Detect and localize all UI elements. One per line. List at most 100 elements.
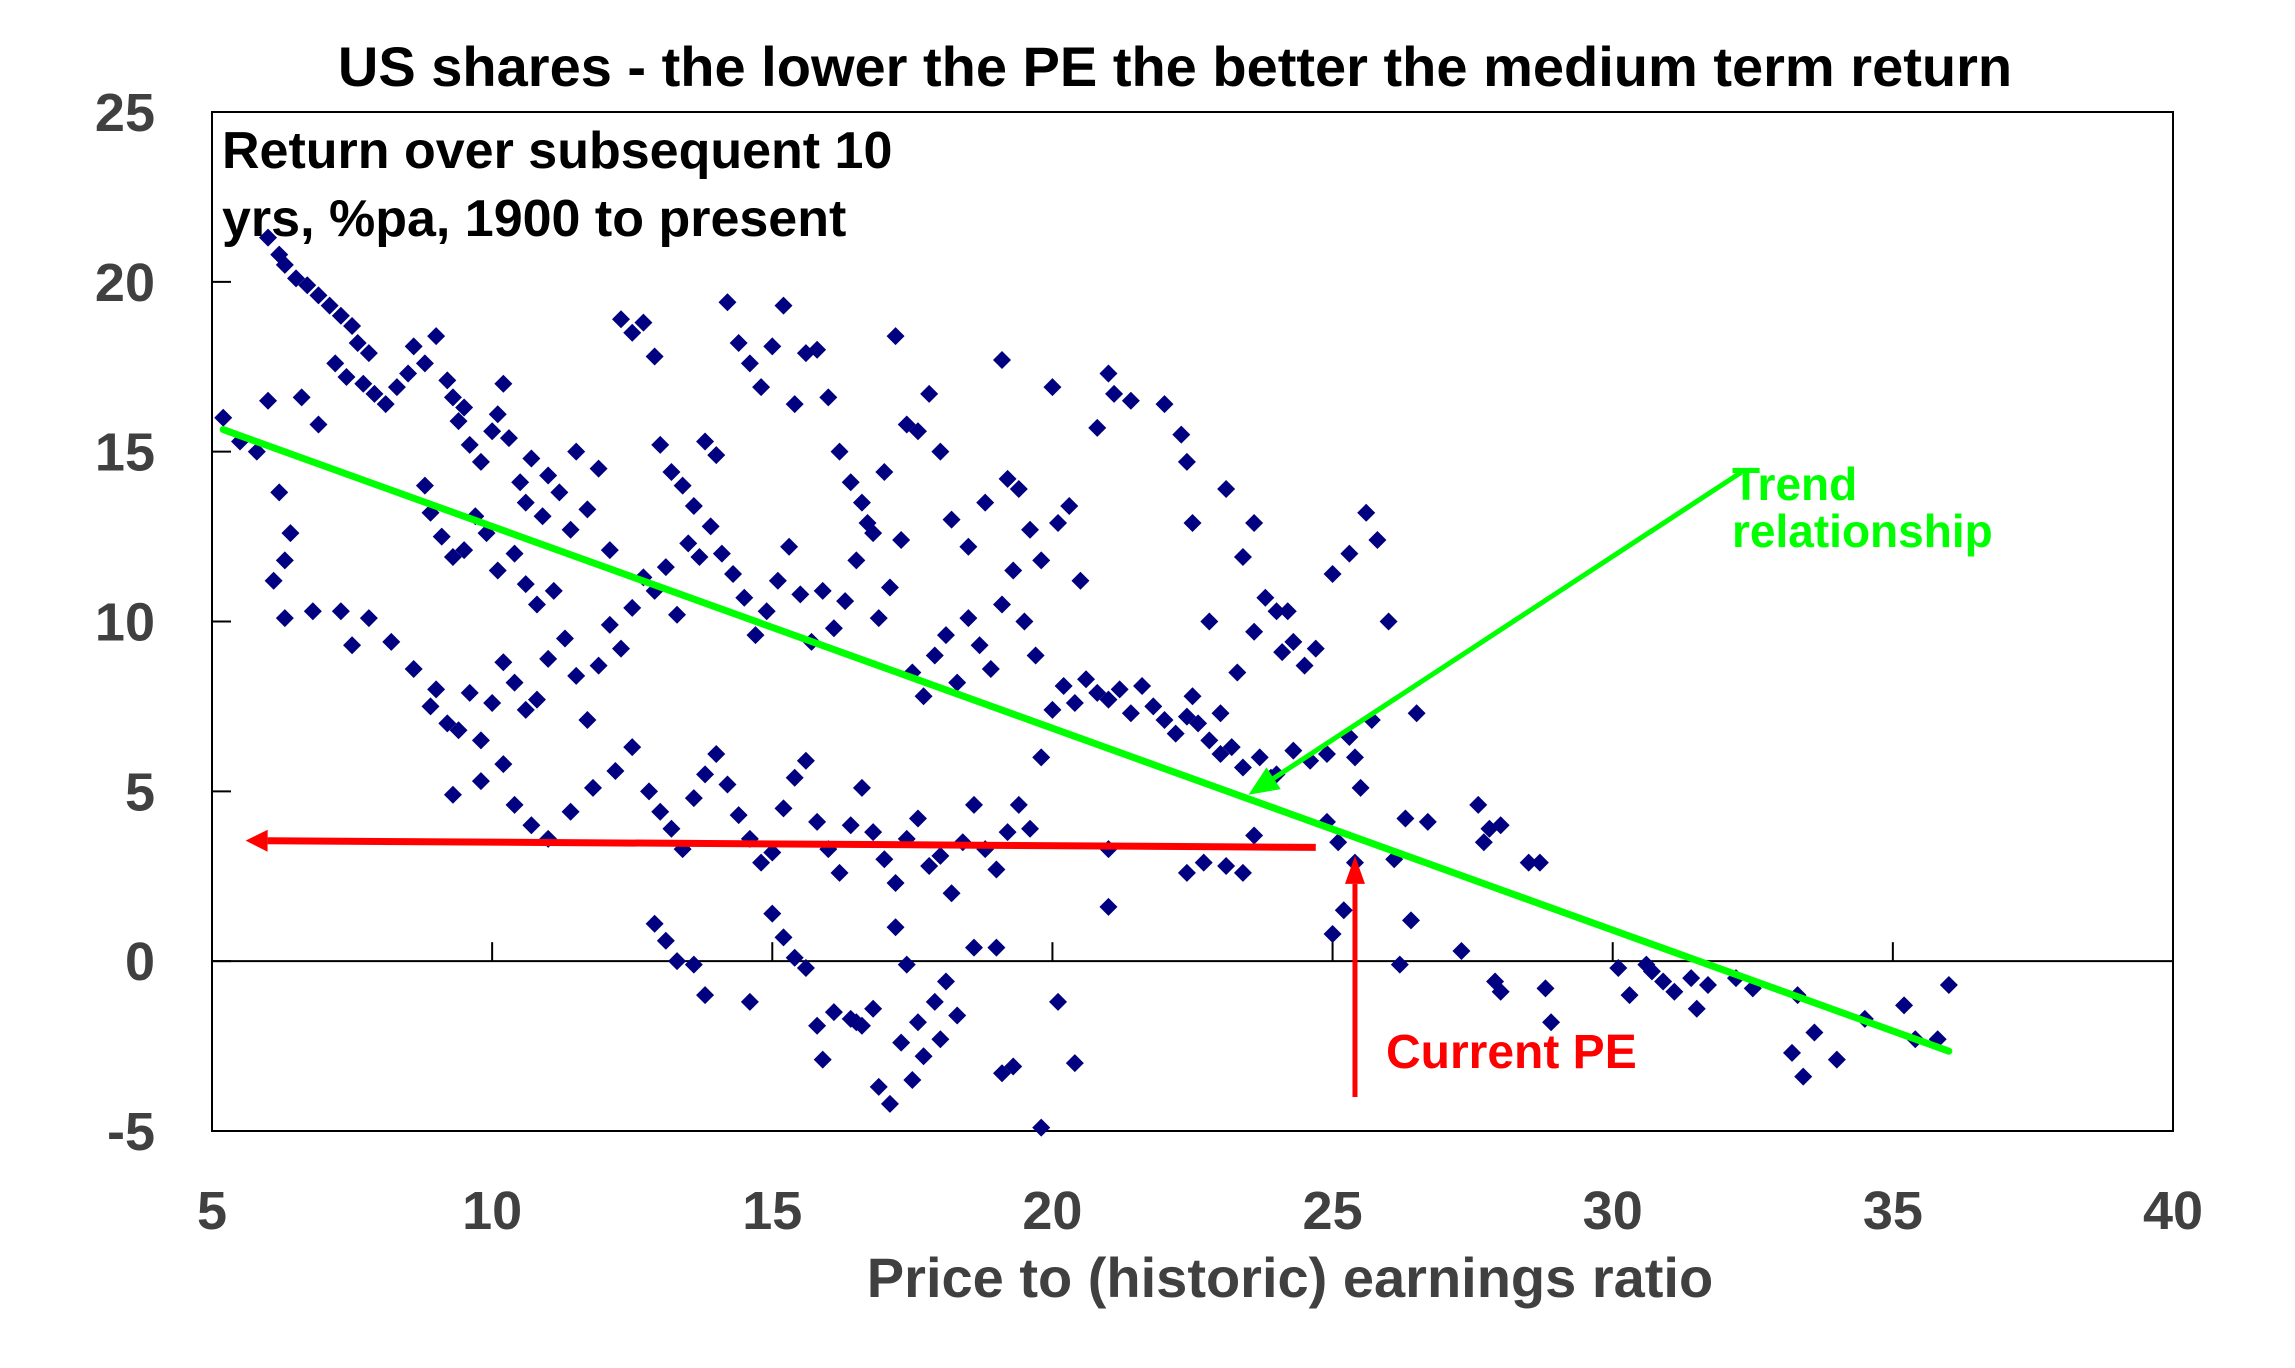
data-point [449,721,468,740]
data-point [656,558,675,577]
data-point [830,863,849,882]
data-point [359,609,378,628]
data-point [539,649,558,668]
data-point [455,398,474,417]
data-point [1317,744,1336,763]
data-point [808,812,827,831]
data-point [1121,704,1140,723]
data-point [567,666,586,685]
data-point [460,435,479,454]
data-point [612,310,631,329]
y-axis-label-line-1: Return over subsequent 10 [222,122,892,180]
data-point [875,463,894,482]
data-point [645,347,664,366]
data-point [1021,819,1040,838]
data-point [897,955,916,974]
data-point [824,1003,843,1022]
data-point [796,958,815,977]
data-point [662,463,681,482]
data-point [427,680,446,699]
data-point [589,656,608,675]
current-pe-arrow-head [1344,855,1365,884]
data-point [1177,863,1196,882]
data-point [1077,670,1096,689]
data-point [494,374,513,393]
data-point [651,802,670,821]
data-point [247,442,266,461]
data-point [791,585,810,604]
data-point [847,551,866,570]
data-point [1110,680,1129,699]
data-point [1228,663,1247,682]
data-point [1698,975,1717,994]
trend-line [219,426,1953,1055]
implied-return-arrow-head [245,829,268,852]
data-point [494,755,513,774]
data-point [460,683,479,702]
data-point [499,429,518,448]
data-point [875,850,894,869]
data-point [270,483,289,502]
data-point [1284,741,1303,760]
current-pe-label: Current PE [1386,1026,1637,1079]
data-point [656,931,675,950]
data-point [808,340,827,359]
data-point [959,609,978,628]
data-point [701,517,720,536]
data-point [1491,982,1510,1001]
data-point [852,778,871,797]
data-point [936,972,955,991]
data-point [550,483,569,502]
data-point [1200,731,1219,750]
data-point [505,795,524,814]
plot-area-frame [211,111,2174,1132]
data-point [1396,809,1415,828]
data-point [1245,513,1264,532]
data-point [354,374,373,393]
data-point [1687,999,1706,1018]
data-point [1166,724,1185,743]
data-point [718,293,737,312]
data-point [1105,384,1124,403]
data-point [415,354,434,373]
data-point [567,442,586,461]
data-point [1189,714,1208,733]
data-point [275,551,294,570]
data-point [1357,503,1376,522]
data-point [1794,1067,1813,1086]
scatter-points [214,228,1958,1137]
current-pe-annotation: Current PE [245,829,1637,1098]
trend-arrow-shaft [1272,469,1743,781]
data-point [634,313,653,332]
data-point [1654,972,1673,991]
data-point [348,333,367,352]
data-point [376,395,395,414]
data-point [1155,711,1174,730]
data-point [578,711,597,730]
data-point [1245,622,1264,641]
data-point [544,581,563,600]
data-point [1032,551,1051,570]
data-point [712,544,731,563]
data-point [1783,1043,1802,1062]
data-point [1340,544,1359,563]
data-point [668,952,687,971]
data-point [1183,513,1202,532]
y-tick-label: 25 [95,83,155,143]
data-point [763,904,782,923]
data-point [892,530,911,549]
data-point [645,914,664,933]
data-point [404,660,423,679]
data-point [746,626,765,645]
data-point [583,778,602,797]
data-point [449,412,468,431]
data-point [600,615,619,634]
data-point [1345,748,1364,767]
data-point [1418,812,1437,831]
data-point [1217,480,1236,499]
data-point [886,918,905,937]
data-point [752,378,771,397]
data-point [1390,955,1409,974]
data-point [438,371,457,390]
data-point [673,476,692,495]
